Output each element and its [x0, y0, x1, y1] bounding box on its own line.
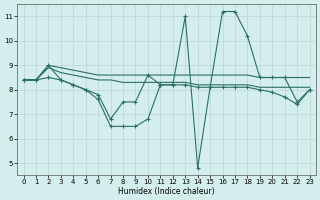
X-axis label: Humidex (Indice chaleur): Humidex (Indice chaleur) — [118, 187, 215, 196]
